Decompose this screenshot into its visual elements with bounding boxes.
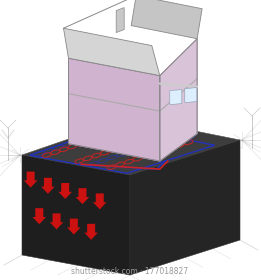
Polygon shape xyxy=(67,219,81,235)
Text: shutterstock.com · 177018827: shutterstock.com · 177018827 xyxy=(72,267,188,277)
Polygon shape xyxy=(22,118,240,175)
Polygon shape xyxy=(116,8,124,32)
Polygon shape xyxy=(58,183,72,199)
Polygon shape xyxy=(130,140,240,275)
Polygon shape xyxy=(41,178,55,194)
Polygon shape xyxy=(24,172,37,188)
Polygon shape xyxy=(63,28,160,76)
Polygon shape xyxy=(68,58,160,161)
Polygon shape xyxy=(50,213,63,229)
Polygon shape xyxy=(131,0,202,39)
Polygon shape xyxy=(160,39,197,161)
Polygon shape xyxy=(170,90,182,105)
Polygon shape xyxy=(68,58,160,161)
Polygon shape xyxy=(93,193,106,209)
Polygon shape xyxy=(22,155,130,275)
Polygon shape xyxy=(185,88,197,102)
Polygon shape xyxy=(84,224,98,240)
Polygon shape xyxy=(32,208,46,224)
Polygon shape xyxy=(76,188,89,204)
Polygon shape xyxy=(160,39,197,161)
